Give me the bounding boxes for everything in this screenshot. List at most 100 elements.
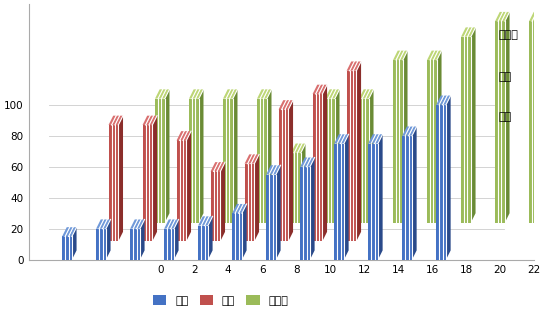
Polygon shape (261, 89, 268, 99)
Polygon shape (155, 89, 162, 99)
Polygon shape (103, 220, 111, 229)
Bar (137, 229, 140, 260)
Polygon shape (137, 220, 144, 229)
Polygon shape (396, 51, 404, 60)
Polygon shape (192, 89, 200, 99)
Bar (96, 229, 99, 260)
Polygon shape (118, 116, 123, 241)
Polygon shape (208, 216, 213, 260)
Polygon shape (171, 220, 179, 229)
Bar (159, 99, 161, 223)
Polygon shape (443, 95, 451, 105)
Polygon shape (149, 116, 157, 125)
Bar (100, 229, 102, 260)
Bar (307, 167, 310, 260)
Polygon shape (539, 12, 543, 223)
Polygon shape (210, 162, 218, 171)
Polygon shape (323, 85, 327, 241)
Polygon shape (230, 89, 238, 99)
Polygon shape (335, 89, 340, 223)
Polygon shape (233, 89, 238, 223)
Polygon shape (368, 134, 376, 144)
Bar (164, 229, 167, 260)
Polygon shape (344, 134, 349, 260)
Polygon shape (403, 51, 408, 223)
Polygon shape (359, 89, 367, 99)
Polygon shape (130, 220, 138, 229)
Polygon shape (294, 144, 302, 153)
Bar (337, 144, 341, 260)
Polygon shape (298, 144, 306, 153)
Polygon shape (186, 131, 191, 241)
Polygon shape (329, 89, 336, 99)
Bar (393, 60, 396, 223)
Polygon shape (100, 220, 107, 229)
Text: 大阪: 大阪 (499, 72, 512, 82)
Polygon shape (431, 51, 438, 60)
Polygon shape (409, 127, 416, 136)
Bar (341, 144, 344, 260)
Polygon shape (183, 131, 191, 141)
Polygon shape (282, 100, 289, 109)
Polygon shape (116, 116, 123, 125)
Polygon shape (189, 89, 197, 99)
Bar (223, 99, 226, 223)
Bar (464, 37, 468, 223)
Polygon shape (267, 89, 271, 223)
Polygon shape (205, 216, 213, 226)
Bar (300, 167, 303, 260)
Bar (440, 105, 443, 260)
Polygon shape (325, 89, 332, 99)
Text: 名古屋: 名古屋 (499, 30, 519, 40)
Polygon shape (505, 12, 510, 223)
Polygon shape (301, 144, 306, 223)
Polygon shape (529, 12, 537, 21)
Bar (232, 213, 235, 260)
Polygon shape (146, 116, 154, 125)
Polygon shape (375, 134, 383, 144)
Polygon shape (434, 51, 441, 60)
Bar (427, 60, 430, 223)
Polygon shape (400, 51, 408, 60)
Bar (202, 226, 204, 260)
Polygon shape (220, 162, 225, 241)
Polygon shape (65, 227, 73, 236)
Polygon shape (495, 12, 502, 21)
Polygon shape (278, 100, 286, 109)
Polygon shape (255, 154, 259, 241)
Bar (149, 125, 153, 241)
Polygon shape (69, 227, 76, 236)
Polygon shape (402, 127, 410, 136)
Polygon shape (199, 89, 203, 223)
Bar (431, 60, 433, 223)
Bar (108, 125, 112, 241)
Bar (235, 213, 239, 260)
Bar (468, 37, 471, 223)
Polygon shape (405, 127, 413, 136)
Bar (134, 229, 136, 260)
Bar (180, 141, 183, 241)
Polygon shape (232, 204, 240, 213)
Text: 東京: 東京 (499, 112, 512, 122)
Bar (266, 174, 269, 260)
Bar (499, 21, 501, 223)
Bar (325, 99, 328, 223)
Polygon shape (502, 12, 510, 21)
Bar (162, 99, 165, 223)
Polygon shape (235, 204, 243, 213)
Polygon shape (217, 162, 225, 171)
Polygon shape (499, 12, 506, 21)
Bar (270, 174, 272, 260)
Polygon shape (471, 27, 476, 223)
Polygon shape (286, 100, 293, 109)
Bar (334, 144, 337, 260)
Polygon shape (180, 131, 187, 141)
Polygon shape (362, 89, 370, 99)
Bar (189, 99, 192, 223)
Polygon shape (226, 89, 234, 99)
Bar (405, 136, 409, 260)
Polygon shape (356, 62, 361, 241)
Bar (257, 99, 260, 223)
Polygon shape (276, 165, 281, 260)
Bar (359, 99, 362, 223)
